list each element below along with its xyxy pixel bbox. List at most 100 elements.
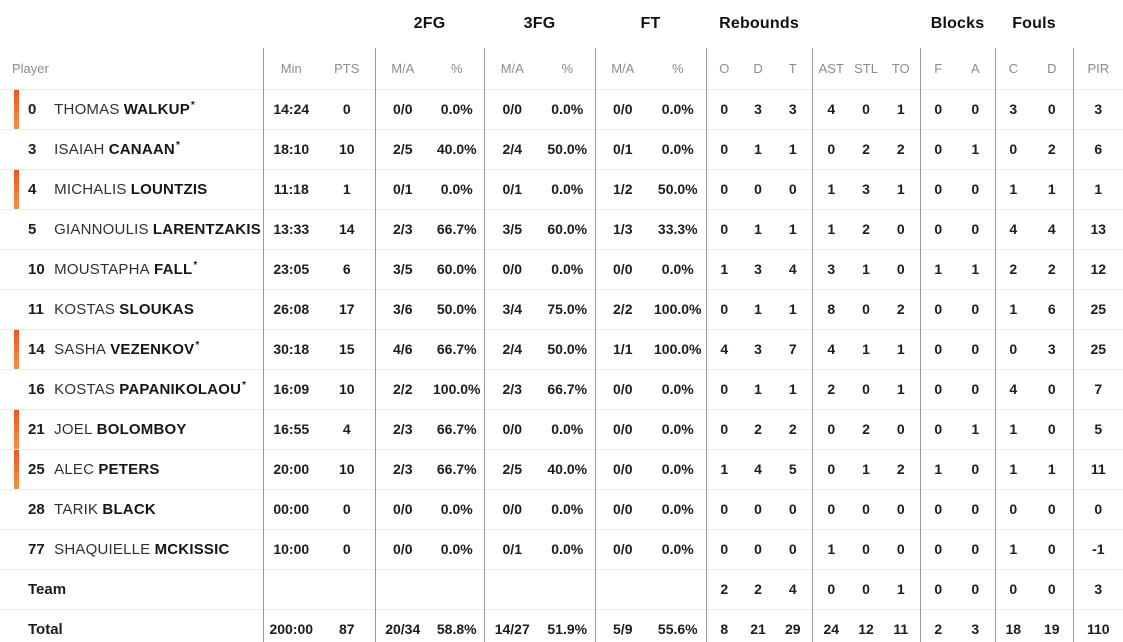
- jersey-number: 3: [28, 141, 37, 158]
- stat-pir: 6: [1072, 128, 1123, 169]
- on-court-indicator: [14, 450, 19, 489]
- stat-reb-tot: 4: [774, 568, 813, 609]
- stat-reb-off: 0: [705, 408, 743, 449]
- stat-to: 2: [882, 288, 921, 329]
- jersey-number: 11: [28, 300, 44, 318]
- stat-blk-favour: 0: [919, 128, 957, 169]
- col-header-3fg-ma: M/A: [483, 48, 540, 89]
- player-last-name[interactable]: VEZENKOV: [110, 341, 195, 358]
- player-row[interactable]: 77 SHAQUIELLE MCKISSIC 10:00 0 0/0 0.0% …: [0, 528, 1123, 569]
- stat-3fg-pct: 0.0%: [540, 528, 595, 569]
- stat-blk-favour: 0: [919, 368, 957, 409]
- player-last-name[interactable]: LOUNTZIS: [130, 180, 208, 198]
- stat-2fg-pct: 66.7%: [430, 328, 484, 369]
- stat-stl: 1: [850, 248, 883, 289]
- stat-ft-pct: 0.0%: [650, 368, 707, 409]
- stat-3fg-ma: 2/4: [483, 328, 540, 369]
- stat-ft-pct: 100.0%: [650, 328, 707, 369]
- stat-reb-def: 1: [742, 128, 775, 169]
- stat-to: 0: [882, 528, 921, 569]
- on-court-indicator: [14, 170, 19, 209]
- player-first-name: TARIK: [54, 500, 99, 518]
- stat-3fg-ma: 0/1: [483, 528, 540, 569]
- stat-2fg-ma: 2/2: [374, 368, 430, 409]
- player-row[interactable]: 21 JOEL BOLOMBOY 16:55 4 2/3 66.7% 0/0 0…: [0, 408, 1123, 449]
- stat-to: 0: [882, 408, 921, 449]
- stat-ft-ma: 0/1: [594, 128, 650, 169]
- player-last-name[interactable]: SLOUKAS: [119, 300, 195, 318]
- stat-min: 00:00: [262, 488, 319, 529]
- stat-ast: 4: [811, 328, 851, 369]
- stat-2fg-ma: [374, 568, 430, 609]
- stat-foul-committed: 1: [994, 448, 1032, 489]
- player-last-name[interactable]: BOLOMBOY: [96, 420, 187, 438]
- stat-reb-def: 3: [742, 328, 775, 369]
- stat-to: 1: [882, 88, 921, 129]
- stat-ft-ma: 0/0: [594, 488, 650, 529]
- player-row[interactable]: 11 KOSTAS SLOUKAS 26:08 17 3/6 50.0% 3/4…: [0, 288, 1123, 329]
- starter-asterisk: *: [175, 140, 180, 151]
- player-cell: 16 KOSTAS PAPANIKOLAOU*: [0, 368, 263, 409]
- stat-blk-favour: 0: [919, 288, 957, 329]
- stat-stl: 0: [850, 488, 883, 529]
- stat-ft-ma: 0/0: [594, 248, 650, 289]
- stat-ast: 8: [811, 288, 851, 329]
- player-last-name[interactable]: FALL: [154, 261, 193, 278]
- stat-ast: 24: [811, 608, 851, 642]
- player-last-name[interactable]: LARENTZAKIS: [152, 220, 261, 238]
- player-row[interactable]: 10 MOUSTAPHA FALL* 23:05 6 3/5 60.0% 0/0…: [0, 248, 1123, 289]
- stat-reb-off: 8: [705, 608, 743, 642]
- stat-reb-def: 0: [742, 528, 775, 569]
- stat-ast: 0: [811, 128, 851, 169]
- col-header-pir: PIR: [1072, 48, 1123, 89]
- player-last-name[interactable]: PAPANIKOLAOU: [119, 381, 242, 398]
- player-row[interactable]: 28 TARIK BLACK 00:00 0 0/0 0.0% 0/0 0.0%…: [0, 488, 1123, 529]
- stat-min: 18:10: [262, 128, 319, 169]
- stat-2fg-ma: 2/3: [374, 448, 430, 489]
- stat-foul-committed: 1: [994, 168, 1032, 209]
- player-last-name[interactable]: CANAAN: [108, 141, 175, 158]
- stat-3fg-ma: 3/4: [483, 288, 540, 329]
- player-row[interactable]: 16 KOSTAS PAPANIKOLAOU* 16:09 10 2/2 10 0…: [0, 368, 1123, 409]
- player-row[interactable]: 4 MICHALIS LOUNTZIS 11:18 1 0/1 0.0% 0/1…: [0, 168, 1123, 209]
- stat-blk-favour: 0: [919, 168, 957, 209]
- stat-reb-off: 2: [705, 568, 743, 609]
- stat-2fg-ma: 2/3: [374, 408, 430, 449]
- player-row[interactable]: 25 ALEC PETERS 20:00 10 2/3 66.7% 2/5 40…: [0, 448, 1123, 489]
- stat-pir: 1: [1072, 168, 1123, 209]
- col-header-reb-off: O: [705, 48, 743, 89]
- column-header-row: Player Min PTS M/A % M/A % M/A % O D T A…: [0, 48, 1123, 89]
- stat-reb-tot: 0: [774, 168, 813, 209]
- player-last-name[interactable]: BLACK: [102, 500, 156, 518]
- player-last-name[interactable]: PETERS: [98, 460, 160, 478]
- stat-2fg-pct: 40.0%: [430, 128, 484, 169]
- stat-min: 30:18: [262, 328, 319, 369]
- stat-reb-tot: 1: [774, 128, 813, 169]
- player-cell: 11 KOSTAS SLOUKAS: [0, 288, 263, 329]
- player-last-name[interactable]: MCKISSIC: [154, 540, 230, 558]
- stat-pts: 0: [319, 88, 375, 129]
- stat-blk-favour: 0: [919, 88, 957, 129]
- stat-ft-pct: 55.6%: [650, 608, 707, 642]
- stat-reb-def: 3: [742, 248, 775, 289]
- stat-to: 1: [882, 168, 921, 209]
- stat-2fg-pct: 0.0%: [430, 168, 484, 209]
- player-row[interactable]: 0 THOMAS WALKUP* 14:24 0 0/0 0.0% 0/0 0.…: [0, 88, 1123, 129]
- stat-reb-off: 0: [705, 488, 743, 529]
- player-row[interactable]: 14 SASHA VEZENKOV* 30:18 15 4/6 66.7% 2/…: [0, 328, 1123, 369]
- stat-min: 200:00: [262, 608, 319, 642]
- player-row[interactable]: 5 GIANNOULIS LARENTZAKIS 13:33 14 2/3 66…: [0, 208, 1123, 249]
- player-row[interactable]: 3 ISAIAH CANAAN* 18:10 10 2/5 40.0% 2/4 …: [0, 128, 1123, 169]
- stat-reb-def: 2: [742, 568, 775, 609]
- stat-reb-off: 0: [705, 128, 743, 169]
- stat-blk-against: 0: [956, 288, 996, 329]
- stat-ast: 4: [811, 88, 851, 129]
- stat-stl: 2: [850, 208, 883, 249]
- stat-blk-favour: 1: [919, 248, 957, 289]
- stat-min: 16:09: [262, 368, 319, 409]
- stat-to: 1: [882, 368, 921, 409]
- stat-pts: 1: [319, 168, 375, 209]
- player-last-name[interactable]: WALKUP: [123, 101, 190, 118]
- stat-ft-ma: 0/0: [594, 88, 650, 129]
- stat-pts: 10: [319, 368, 375, 409]
